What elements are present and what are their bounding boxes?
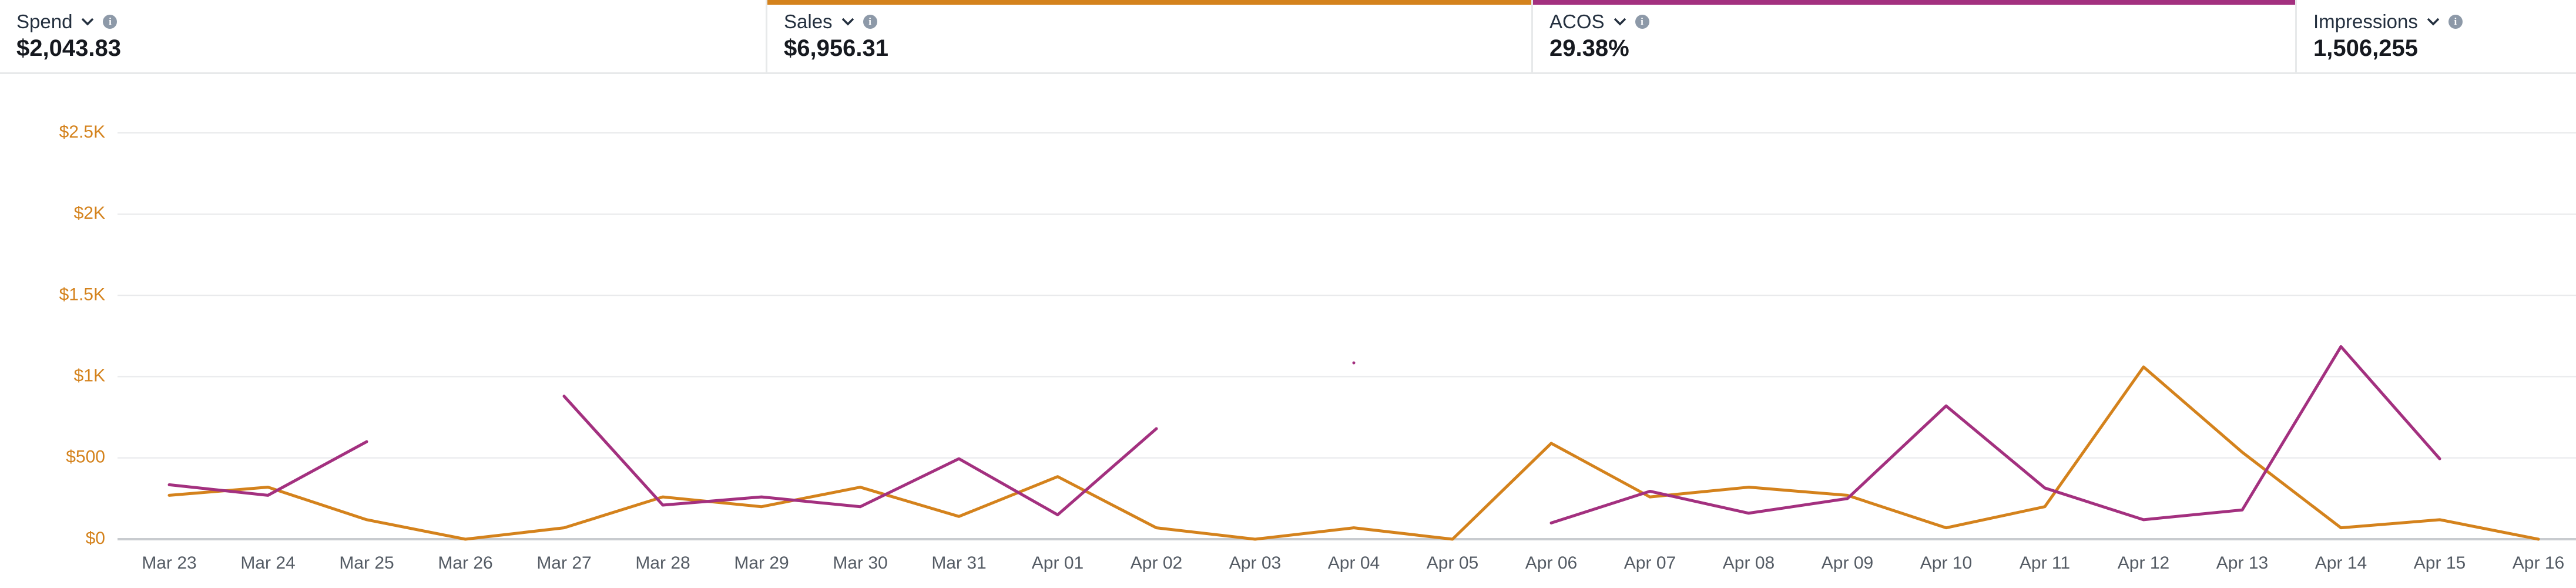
x-tick-label: Mar 27 — [536, 553, 591, 573]
metric-label-row: ACOS i — [1549, 11, 1649, 33]
metric-label-row: Sales i — [784, 11, 877, 33]
x-tick-label: Apr 09 — [1822, 553, 1873, 573]
metric-label: Impressions — [2313, 11, 2418, 32]
info-icon[interactable]: i — [1635, 15, 1649, 29]
metric-value: 1,506,255 — [2313, 35, 2418, 61]
x-tick-label: Mar 30 — [833, 553, 887, 573]
x-tick-label: Apr 05 — [1427, 553, 1478, 573]
x-tick-label: Mar 24 — [240, 553, 295, 573]
x-tick-label: Apr 14 — [2315, 553, 2367, 573]
metric-value: 29.38% — [1549, 35, 1629, 61]
x-tick-label: Apr 04 — [1328, 553, 1380, 573]
chart: $0 $500 $1K $1.5K $2K $2.5K Mar 23 Mar 24 Mar 25… — [59, 122, 2576, 573]
x-tick-label: Apr 11 — [2020, 553, 2070, 573]
metric-label-row: Spend i — [16, 11, 118, 33]
x-tick-label: Mar 25 — [339, 553, 394, 573]
metric-card[interactable]: Impressions i 1,506,255 — [2297, 0, 2576, 72]
y-tick-label: $0 — [86, 529, 105, 548]
x-tick-label: Apr 02 — [1131, 553, 1182, 573]
metric-card[interactable]: ACOS i 29.38% — [1533, 0, 2297, 72]
x-tick-label: Apr 03 — [1229, 553, 1281, 573]
info-icon[interactable]: i — [103, 15, 118, 29]
metric-label: Spend — [16, 11, 73, 32]
metric-value: $6,956.31 — [784, 35, 888, 61]
series-line — [167, 365, 2540, 541]
info-icon[interactable]: i — [2448, 15, 2463, 29]
x-tick-label: Mar 23 — [142, 553, 196, 573]
x-tick-label: Mar 31 — [931, 553, 986, 573]
y-tick-label: $2.5K — [59, 122, 105, 142]
dropdown-icon[interactable] — [1613, 17, 1627, 26]
y-tick-label: $500 — [66, 447, 105, 467]
selected-indicator — [1533, 0, 2295, 5]
x-tick-label: Mar 26 — [438, 553, 492, 573]
metric-value: $2,043.83 — [16, 35, 121, 61]
x-tick-label: Apr 07 — [1624, 553, 1676, 573]
metric-card[interactable]: Sales i $6,956.31 — [767, 0, 1533, 72]
x-tick-label: Apr 13 — [2216, 553, 2268, 573]
y-tick-label: $2K — [74, 203, 105, 223]
x-tick-label: Apr 01 — [1032, 553, 1084, 573]
info-icon[interactable]: i — [863, 15, 877, 29]
dropdown-icon[interactable] — [841, 17, 855, 26]
x-tick-label: Mar 28 — [635, 553, 690, 573]
y-tick-label: $1.5K — [59, 285, 105, 304]
metric-label: ACOS — [1549, 11, 1605, 32]
x-tick-label: Apr 12 — [2118, 553, 2169, 573]
x-tick-label: Apr 08 — [1723, 553, 1775, 573]
x-tick-label: Mar 29 — [734, 553, 789, 573]
x-tick-label: Apr 15 — [2414, 553, 2466, 573]
series-line — [167, 345, 2441, 524]
x-tick-label: Apr 06 — [1525, 553, 1577, 573]
dropdown-icon[interactable] — [80, 17, 95, 26]
metric-card[interactable]: Spend i $2,043.83 — [0, 0, 767, 72]
metric-label-row: Impressions i — [2313, 11, 2463, 33]
selected-indicator — [767, 0, 1531, 5]
y-tick-label: $1K — [74, 366, 105, 386]
x-tick-label: Apr 10 — [1920, 553, 1972, 573]
metric-bar: Spend i $2,043.83 Sales i $6,956.31 ACOS i 29.38… — [0, 0, 2576, 74]
dropdown-icon[interactable] — [2426, 17, 2440, 26]
x-tick-label: Apr 16 — [2513, 553, 2564, 573]
metric-label: Sales — [784, 11, 833, 32]
